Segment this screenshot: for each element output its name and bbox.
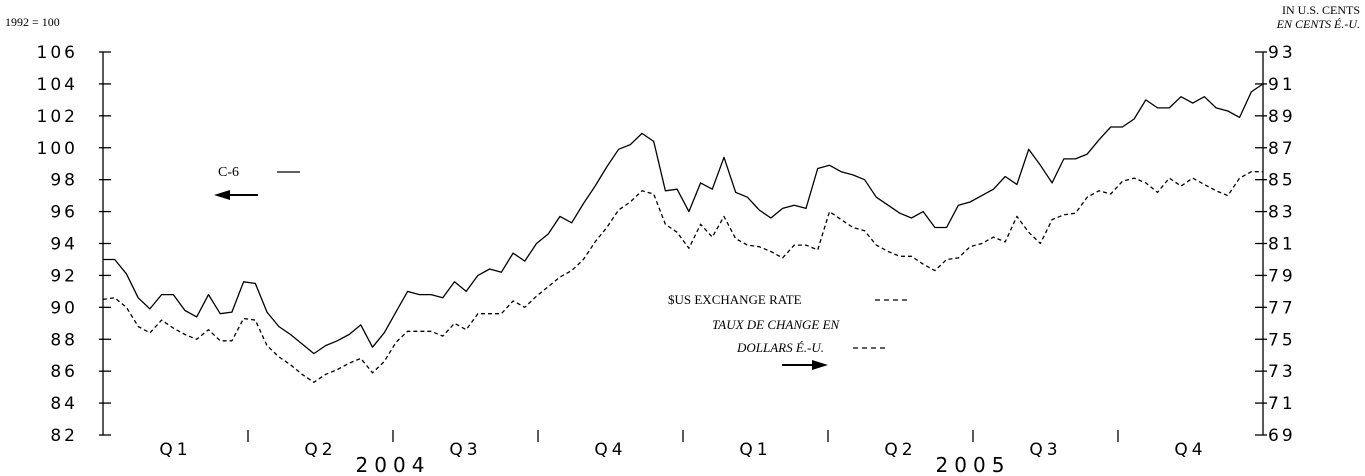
left-tick-label: 86: [50, 362, 78, 382]
right-axis-unit-label-fr: EN CENTS É.-U.: [1276, 17, 1360, 31]
right-tick-label: 89: [1268, 107, 1296, 127]
left-tick-label: 92: [50, 266, 78, 286]
quarter-label: Q3: [449, 440, 481, 460]
left-tick-label: 98: [50, 171, 78, 191]
left-tick-label: 82: [50, 426, 78, 446]
left-tick-label: 90: [50, 298, 78, 318]
c6-series-line: [103, 83, 1264, 355]
quarter-label: Q3: [1029, 440, 1061, 460]
series-lines: [102, 83, 1264, 383]
right-tick-label: 81: [1268, 235, 1296, 255]
legend-c6-label: C-6: [218, 165, 239, 180]
left-tick-label: 88: [50, 330, 78, 350]
right-tick-label: 79: [1268, 266, 1296, 286]
right-tick-label: 75: [1268, 330, 1296, 350]
right-tick-label: 71: [1268, 394, 1296, 414]
left-tick-label: 100: [37, 139, 78, 159]
left-tick-label: 106: [37, 43, 78, 63]
left-axis-unit-label: 1992 = 100: [5, 15, 60, 29]
quarter-label: Q2: [884, 440, 916, 460]
right-tick-label: 69: [1268, 426, 1296, 446]
legend-usd-fr-line2: DOLLARS É.-U.: [736, 340, 824, 355]
right-axis-unit-label-en: IN U.S. CENTS: [1282, 3, 1360, 17]
right-tick-label: 93: [1268, 43, 1296, 63]
right-tick-label: 77: [1268, 298, 1296, 318]
quarter-label: Q1: [739, 440, 771, 460]
left-tick-label: 84: [50, 394, 78, 414]
right-tick-label: 85: [1268, 171, 1296, 191]
right-tick-label: 87: [1268, 139, 1296, 159]
right-arrow-icon: [812, 360, 828, 370]
right-tick-label: 91: [1268, 75, 1296, 95]
year-label: 2004: [356, 453, 431, 476]
right-tick-label: 83: [1268, 203, 1296, 223]
legend-usd-fr-line1: TAUX DE CHANGE EN: [712, 317, 841, 332]
left-tick-label: 96: [50, 203, 78, 223]
legend-usd-label: $US EXCHANGE RATE: [668, 292, 802, 307]
quarter-label: Q4: [594, 440, 626, 460]
left-tick-label: 94: [50, 235, 78, 255]
left-tick-label: 104: [37, 75, 78, 95]
quarter-label: Q1: [159, 440, 191, 460]
quarter-label: Q2: [304, 440, 336, 460]
quarter-label: Q4: [1174, 440, 1206, 460]
year-label: 2005: [936, 453, 1011, 476]
left-tick-label: 102: [37, 107, 78, 127]
usd-exchange-rate-series-line: [102, 171, 1263, 383]
right-tick-label: 73: [1268, 362, 1296, 382]
axis-ticks: 106 104 102 100 98 96 94 92 90 88 86 84 82 93 91 89 87 85…: [37, 43, 1296, 476]
left-arrow-icon: [214, 190, 230, 200]
